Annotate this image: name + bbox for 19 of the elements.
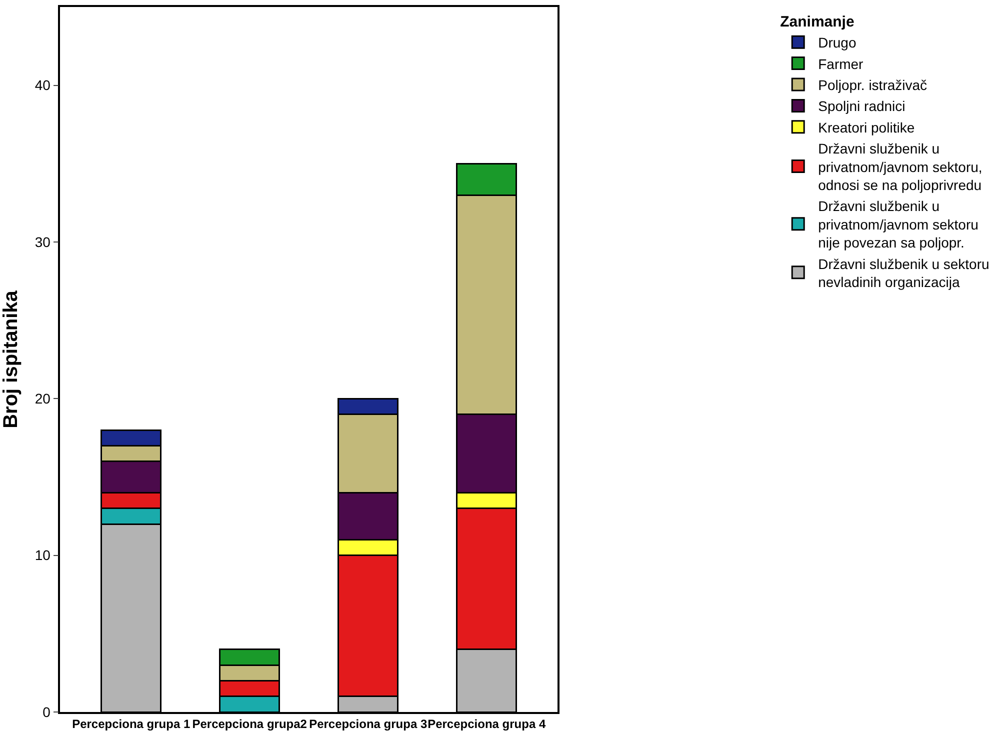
y-tick-label: 0 [42, 704, 51, 720]
y-tick-label: 40 [34, 77, 51, 94]
legend-label: Državni službenik u sektoru nevladinih organizacija [818, 256, 990, 290]
y-tick-label: 20 [34, 390, 51, 407]
legend-title: Zanimanje [780, 14, 854, 30]
x-tick-label: Percepciona grupa 3 [309, 717, 428, 732]
legend-label: Farmer [818, 56, 864, 72]
y-axis-title: Broj ispitanika [0, 290, 22, 428]
legend-label: Poljopr. istraživač [818, 76, 928, 93]
x-tick-label: Percepciona grupa 4 [428, 717, 546, 732]
x-tick-label: Percepciona grupa2 [192, 717, 308, 732]
legend-label: Drugo [818, 34, 856, 51]
x-tick-label: Percepciona grupa 1 [72, 717, 190, 732]
legend-label: Državni službenik u privatnom/javnom sektoru nije povezan sa poljopr. [818, 198, 978, 251]
y-tick-label: 30 [34, 234, 51, 250]
legend-label: Spoljni radnici [818, 98, 906, 114]
legend-label: Državni službenik u privatnom/javnom sektoru, odnosi se na poljoprivredu [818, 140, 982, 193]
legend-label: Kreatori politike [818, 119, 915, 136]
y-tick-label: 10 [34, 547, 51, 564]
